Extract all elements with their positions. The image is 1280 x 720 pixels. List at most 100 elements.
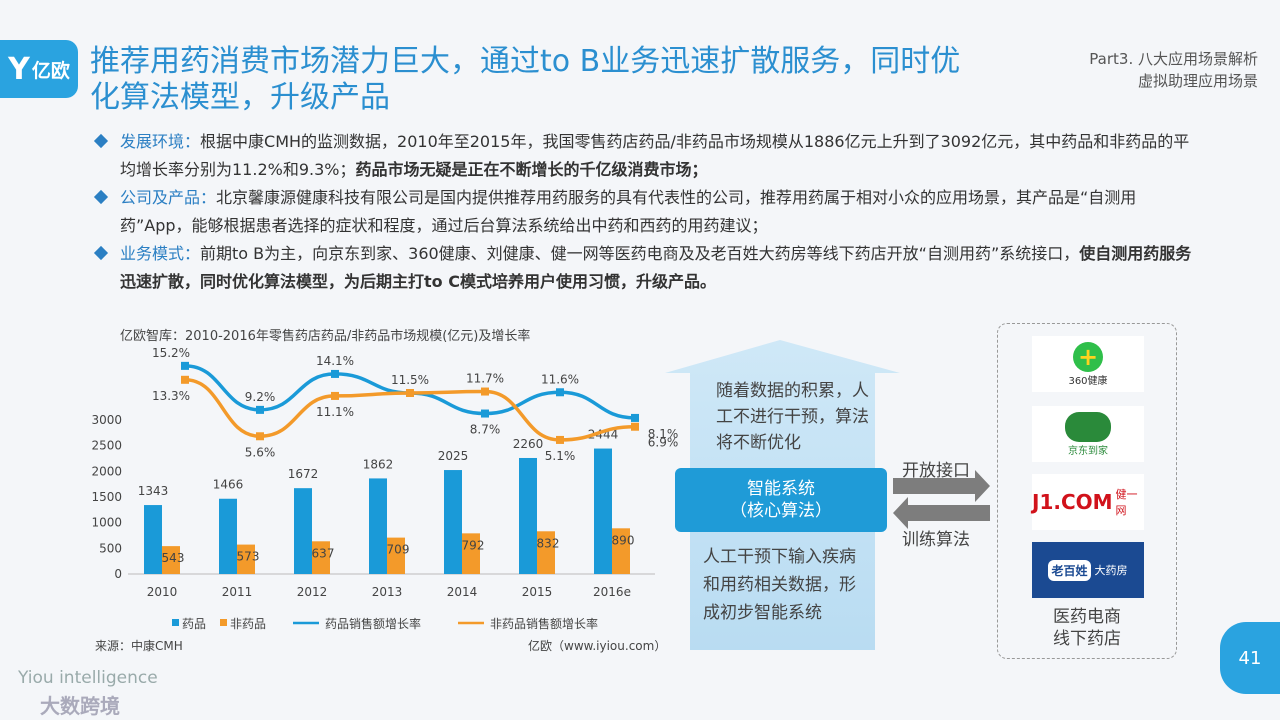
line-marker bbox=[331, 391, 339, 400]
bar-value-label: 890 bbox=[612, 533, 635, 547]
x-tick-label: 2011 bbox=[222, 585, 253, 599]
core-system-label: 智能系统 （核心算法） bbox=[730, 479, 832, 521]
y-tick-label: 1000 bbox=[91, 516, 122, 530]
line-marker bbox=[481, 387, 489, 396]
bar-药品 bbox=[369, 478, 387, 574]
section-label: Part3. 八大应用场景解析 虚拟助理应用场景 bbox=[1089, 50, 1258, 90]
bar-药品 bbox=[519, 457, 537, 574]
chart-credit: 亿欧（www.iyiou.com） bbox=[528, 638, 666, 653]
legend-swatch bbox=[172, 619, 179, 626]
x-tick-label: 2014 bbox=[447, 585, 478, 599]
page-number: 41 bbox=[1220, 622, 1280, 694]
line-marker bbox=[256, 432, 264, 441]
bar-value-label: 792 bbox=[462, 538, 485, 552]
bar-非药品 bbox=[237, 544, 255, 574]
legend-label: 非药品销售额增长率 bbox=[490, 616, 598, 631]
store-jd: 京东到家 bbox=[1032, 406, 1144, 462]
rate-label: 11.5% bbox=[391, 373, 429, 387]
rate-label: 6.9% bbox=[648, 436, 679, 450]
partner-panel: + 360健康 京东到家 J1.COM 健一网 老百姓 大药房 医药电商 线下药… bbox=[997, 323, 1177, 659]
bullet-list: 发展环境：根据中康CMH的监测数据，2010年至2015年，我国零售药店药品/非… bbox=[93, 128, 1204, 296]
rate-label: 11.7% bbox=[466, 372, 504, 386]
rate-label: 11.6% bbox=[541, 372, 579, 386]
y-tick-label: 500 bbox=[99, 541, 122, 555]
bar-value-label: 832 bbox=[537, 536, 560, 550]
legend-label: 药品 bbox=[182, 617, 206, 631]
bar-非药品 bbox=[612, 528, 630, 574]
bar-value-label: 543 bbox=[162, 551, 185, 565]
rate-label: 5.6% bbox=[245, 445, 276, 459]
rate-label: 5.1% bbox=[545, 449, 576, 463]
line-marker bbox=[556, 388, 564, 397]
line-marker bbox=[181, 361, 189, 370]
line-marker bbox=[631, 422, 639, 431]
diamond-icon bbox=[93, 133, 109, 149]
bar-value-label: 573 bbox=[237, 550, 260, 564]
bullet-item: 发展环境：根据中康CMH的监测数据，2010年至2015年，我国零售药店药品/非… bbox=[93, 128, 1204, 184]
chart-source: 来源：中康CMH bbox=[95, 638, 183, 653]
line-marker bbox=[181, 375, 189, 384]
x-tick-label: 2016e bbox=[593, 585, 631, 599]
line-marker bbox=[481, 409, 489, 418]
arrow-text: 随着数据的积累，人工不进行干预，算法将不断优化 bbox=[716, 381, 869, 453]
bar-value-label: 1466 bbox=[213, 478, 244, 492]
rate-label: 9.2% bbox=[245, 390, 276, 404]
bar-非药品 bbox=[387, 537, 405, 574]
x-tick-label: 2012 bbox=[297, 585, 328, 599]
x-tick-label: 2013 bbox=[372, 585, 403, 599]
diamond-icon bbox=[93, 245, 109, 261]
store-lbx: 老百姓 大药房 bbox=[1032, 542, 1144, 598]
bottom-text: 人工干预下输入疾病和用药相关数据，形成初步智能系统 bbox=[703, 547, 856, 623]
right-arrow-icon bbox=[893, 470, 990, 502]
line-marker bbox=[331, 369, 339, 378]
store-j1: J1.COM 健一网 bbox=[1032, 474, 1144, 530]
diamond-icon bbox=[93, 189, 109, 205]
bar-非药品 bbox=[162, 546, 180, 574]
y-tick-label: 0 bbox=[114, 567, 122, 581]
bar-value-label: 2025 bbox=[438, 449, 469, 463]
train-algo-label: 训练算法 bbox=[902, 530, 970, 550]
legend-swatch bbox=[220, 619, 227, 626]
algorithm-diagram bbox=[665, 340, 990, 650]
y-tick-label: 2500 bbox=[91, 439, 122, 453]
footer-brand-cn: 大数跨境 bbox=[40, 694, 120, 718]
y-tick-label: 2000 bbox=[91, 464, 122, 478]
rate-label: 14.1% bbox=[316, 354, 354, 368]
line-marker bbox=[631, 413, 639, 422]
bar-value-label: 637 bbox=[312, 546, 335, 560]
bar-非药品 bbox=[462, 533, 480, 574]
legend-label: 药品销售额增长率 bbox=[325, 616, 421, 631]
market-chart: 亿欧智库：2010-2016年零售药店药品/非药品市场规模(亿元)及增长率 0 5… bbox=[91, 328, 679, 653]
line-marker bbox=[406, 389, 414, 397]
dog-mascot-icon bbox=[1065, 411, 1111, 442]
bar-药品 bbox=[594, 448, 612, 574]
page-title: 推荐用药消费市场潜力巨大，通过to B业务迅速扩散服务，同时优化算法模型，升级产… bbox=[90, 44, 961, 115]
bar-药品 bbox=[144, 505, 162, 574]
rate-label: 8.1% bbox=[648, 427, 679, 441]
line-marker bbox=[256, 405, 264, 414]
panel-caption: 医药电商 线下药店 bbox=[1053, 607, 1121, 649]
legend-label: 非药品 bbox=[230, 617, 266, 631]
bar-value-label: 1862 bbox=[363, 457, 394, 471]
bar-value-label: 2260 bbox=[513, 437, 544, 451]
rate-label: 11.1% bbox=[316, 405, 354, 419]
footer-brand: Yiou intelligence bbox=[18, 668, 158, 688]
bar-药品 bbox=[294, 488, 312, 574]
plus-circle-icon: + bbox=[1073, 341, 1103, 372]
yiou-logo: Y 亿欧 bbox=[0, 40, 78, 98]
bar-value-label: 1343 bbox=[138, 484, 169, 498]
bar-药品 bbox=[444, 470, 462, 574]
bar-药品 bbox=[219, 498, 237, 574]
bar-非药品 bbox=[537, 531, 555, 574]
y-tick-label: 3000 bbox=[91, 413, 122, 427]
store-360: + 360健康 bbox=[1032, 336, 1144, 392]
rate-label: 13.3% bbox=[152, 389, 190, 403]
bullet-item: 业务模式：前期to B为主，向京东到家、360健康、刘健康、健一网等医药电商及及… bbox=[93, 240, 1204, 296]
x-tick-label: 2015 bbox=[522, 585, 553, 599]
x-tick-label: 2010 bbox=[147, 585, 178, 599]
line-marker bbox=[556, 435, 564, 444]
rate-label: 15.2% bbox=[152, 346, 190, 360]
left-arrow-icon bbox=[893, 497, 990, 529]
chart-title: 亿欧智库：2010-2016年零售药店药品/非药品市场规模(亿元)及增长率 bbox=[120, 328, 530, 344]
bullet-item: 公司及产品：北京馨康源健康科技有限公司是国内提供推荐用药服务的具有代表性的公司，… bbox=[93, 184, 1204, 240]
